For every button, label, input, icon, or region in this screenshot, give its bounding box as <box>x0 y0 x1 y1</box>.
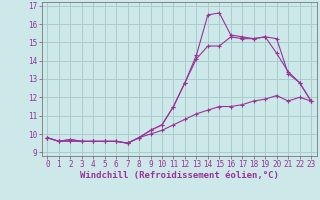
X-axis label: Windchill (Refroidissement éolien,°C): Windchill (Refroidissement éolien,°C) <box>80 171 279 180</box>
